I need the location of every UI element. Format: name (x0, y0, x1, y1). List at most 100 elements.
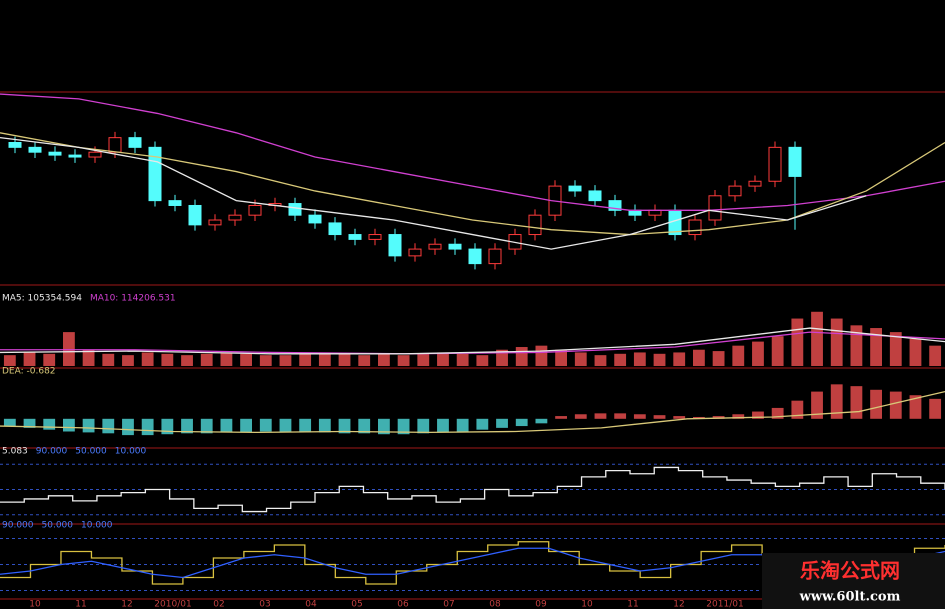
x-tick-label: 02 (213, 600, 224, 609)
bar (889, 391, 902, 419)
bar (594, 355, 607, 366)
bar (594, 413, 607, 419)
bar (555, 349, 567, 366)
candle-body (108, 137, 122, 153)
candle-body (328, 222, 342, 236)
candle-body (48, 151, 62, 156)
bar (456, 353, 469, 366)
candle-body (168, 200, 182, 206)
bar (653, 415, 666, 419)
bar (535, 418, 548, 424)
candle-body (728, 185, 742, 197)
bar (122, 418, 134, 436)
bar (200, 418, 213, 434)
bar (870, 389, 882, 419)
x-tick-label: 12 (673, 600, 684, 609)
legend-label: 50.000 (75, 447, 107, 457)
bar (693, 416, 705, 419)
bar (496, 418, 508, 428)
bar (712, 351, 725, 366)
bar (496, 349, 508, 366)
candle-body (708, 195, 722, 221)
bar (850, 325, 863, 366)
candle-body (528, 214, 542, 236)
bar (259, 355, 272, 366)
bar (417, 418, 430, 434)
watermark: 乐淘公式网 www.60lt.com (762, 553, 945, 609)
x-tick-label: 04 (305, 600, 317, 609)
bar (3, 418, 16, 427)
bar (811, 311, 823, 366)
bar (535, 345, 548, 366)
x-tick-label: 2011/01 (706, 600, 743, 609)
x-tick-label: 05 (351, 600, 362, 609)
bar (220, 352, 233, 366)
bar (574, 352, 587, 366)
bar (23, 418, 36, 428)
candle-body (648, 209, 662, 216)
bar (909, 338, 922, 366)
candle-body (448, 243, 462, 250)
bar (240, 353, 252, 366)
candle-body (768, 146, 782, 182)
bar (141, 352, 154, 366)
bar (870, 328, 882, 366)
legend-label: DEA: -0.682 (2, 367, 56, 377)
bar (417, 353, 430, 366)
watermark-box (762, 553, 945, 609)
candle-body (228, 214, 242, 221)
candle-body (688, 219, 702, 236)
watermark-url: www.60lt.com (799, 590, 901, 605)
bar (161, 353, 174, 366)
indicator-line (0, 331, 945, 355)
bar (358, 418, 371, 434)
bar (338, 418, 351, 434)
bar (200, 353, 213, 366)
indicator-line (0, 137, 867, 250)
bar (732, 345, 745, 366)
x-tick-label: 10 (29, 600, 41, 609)
bar (437, 352, 449, 366)
x-tick-label: 03 (259, 600, 270, 609)
x-tick-label: 10 (581, 600, 593, 609)
candle-body (28, 146, 42, 153)
candle-body (248, 204, 262, 216)
bar (850, 386, 863, 419)
bar (555, 416, 567, 419)
candle-body (288, 203, 302, 216)
bar (791, 400, 804, 419)
bar (909, 395, 922, 419)
bar (752, 411, 764, 419)
candle-body (568, 185, 582, 192)
bar (673, 416, 686, 419)
candle-body (148, 146, 162, 202)
bar (43, 418, 56, 430)
x-tick-label: 08 (489, 600, 501, 609)
candle-body (788, 146, 802, 177)
bar (752, 341, 764, 366)
candle-body (428, 243, 442, 250)
candle-body (408, 248, 422, 257)
bar (181, 355, 193, 366)
bar (830, 318, 843, 366)
bar (102, 353, 115, 366)
x-tick-label: 06 (397, 600, 409, 609)
bar (3, 355, 16, 366)
bar (279, 418, 292, 432)
bar (397, 418, 410, 435)
legend-label: MA10: 114206.531 (90, 294, 176, 304)
indicator-line (0, 93, 945, 211)
bar (693, 349, 705, 366)
x-tick-label: 07 (443, 600, 454, 609)
bar (574, 414, 587, 419)
candle-body (368, 234, 382, 240)
bar (102, 418, 115, 434)
bar (318, 352, 331, 366)
candle-body (608, 200, 622, 211)
bar (515, 418, 528, 427)
bar (161, 418, 174, 435)
indicator-line (0, 327, 945, 355)
bar (929, 345, 942, 366)
candle-body (88, 151, 102, 158)
